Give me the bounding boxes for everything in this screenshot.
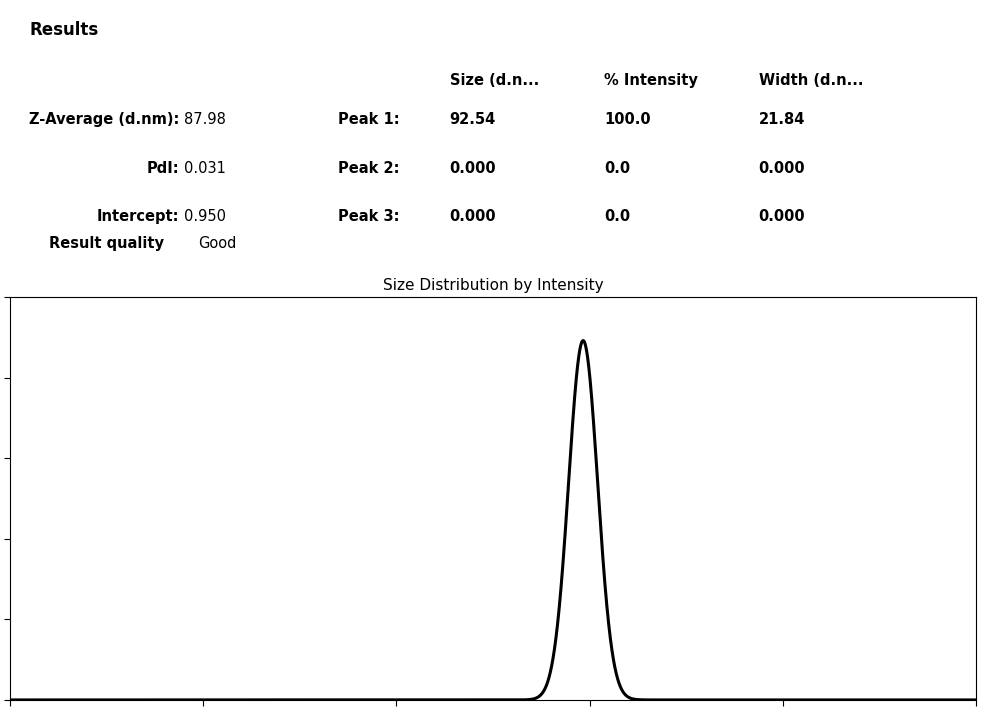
Text: Size (d.n...: Size (d.n...	[450, 73, 538, 88]
Text: 87.98: 87.98	[183, 112, 226, 127]
Text: 0.0: 0.0	[604, 160, 630, 175]
Text: 0.000: 0.000	[759, 209, 806, 224]
Text: % Intensity: % Intensity	[604, 73, 698, 88]
Text: 21.84: 21.84	[759, 112, 806, 127]
Text: 0.000: 0.000	[450, 209, 496, 224]
Text: Results: Results	[30, 21, 99, 40]
Text: 92.54: 92.54	[450, 112, 496, 127]
Text: 0.0: 0.0	[604, 209, 630, 224]
Text: Peak 1:: Peak 1:	[338, 112, 400, 127]
Text: PdI:: PdI:	[146, 160, 179, 175]
Text: Peak 2:: Peak 2:	[338, 160, 400, 175]
Text: 0.000: 0.000	[450, 160, 496, 175]
Text: Z-Average (d.nm):: Z-Average (d.nm):	[29, 112, 179, 127]
Text: Result quality: Result quality	[48, 236, 164, 251]
Text: Good: Good	[198, 236, 237, 251]
Text: 0.031: 0.031	[183, 160, 226, 175]
Text: 0.950: 0.950	[183, 209, 226, 224]
Text: 0.000: 0.000	[759, 160, 806, 175]
Text: Width (d.n...: Width (d.n...	[759, 73, 863, 88]
Text: Peak 3:: Peak 3:	[338, 209, 400, 224]
Text: Intercept:: Intercept:	[97, 209, 179, 224]
Title: Size Distribution by Intensity: Size Distribution by Intensity	[383, 278, 603, 293]
Text: 100.0: 100.0	[604, 112, 651, 127]
